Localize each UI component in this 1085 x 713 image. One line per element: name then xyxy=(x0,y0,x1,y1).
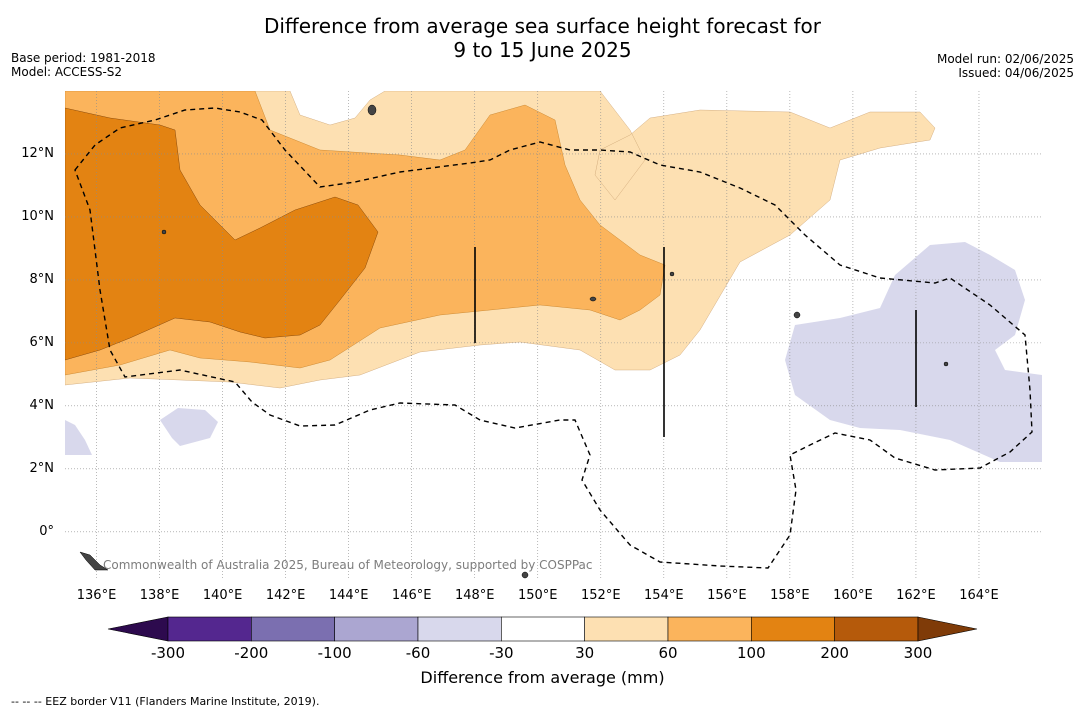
colorbar-swatch xyxy=(667,616,752,642)
x-tick-label: 140°E xyxy=(202,588,243,603)
x-tick-label: 138°E xyxy=(139,588,180,603)
x-tick-label: 136°E xyxy=(76,588,117,603)
colorbar-swatch xyxy=(417,616,502,642)
colorbar-tick-label: 30 xyxy=(575,644,595,662)
y-tick-label: 8°N xyxy=(29,271,55,287)
metadata-right: Model run: 02/06/2025 Issued: 04/06/2025 xyxy=(937,52,1074,80)
colorbar-swatch xyxy=(334,616,419,642)
x-tick-label: 160°E xyxy=(833,588,873,603)
map-area xyxy=(65,91,1042,579)
colorbar-tick-label: 200 xyxy=(820,644,849,662)
model-run: Model run: 02/06/2025 xyxy=(936,52,1074,66)
metadata-left: Base period: 1981-2018 Model: ACCESS-S2 xyxy=(11,51,156,79)
x-tick-label: 158°E xyxy=(770,588,810,603)
anomaly-neg-30-60-region-east xyxy=(785,242,1042,462)
x-tick-label: 152°E xyxy=(581,588,621,603)
x-tick-label: 150°E xyxy=(517,588,558,603)
x-tick-label: 164°E xyxy=(959,588,999,603)
colorbar-arrow-left xyxy=(107,616,169,642)
islands xyxy=(79,104,949,579)
x-tick-label: 148°E xyxy=(454,588,495,603)
x-tick-label: 146°E xyxy=(391,588,432,603)
colorbar-tick-label: -300 xyxy=(150,644,186,662)
y-tick-label: 10°N xyxy=(21,208,54,224)
colorbar-swatch xyxy=(751,616,835,642)
eez-border xyxy=(74,107,1033,569)
y-tick-label: 2°N xyxy=(29,460,55,476)
anomaly-neg-30-60-region-west xyxy=(65,420,92,455)
y-tick-label: 6°N xyxy=(29,334,55,350)
colorbar-label: Difference from average (mm) xyxy=(420,668,665,687)
colorbar-tick-label: -60 xyxy=(405,644,431,662)
colorbar-swatch xyxy=(584,616,669,642)
anomaly-neg-30-60-region-mid xyxy=(160,408,218,446)
colorbar xyxy=(107,616,978,642)
colorbar-swatch xyxy=(501,616,585,642)
y-tick-label: 0° xyxy=(39,523,54,539)
x-tick-label: 162°E xyxy=(896,588,936,603)
title-line-2: 9 to 15 June 2025 xyxy=(453,38,632,62)
y-tick-label: 4°N xyxy=(29,397,55,413)
colorbar-arrow-right xyxy=(917,616,978,642)
title-line-1: Difference from average sea surface heig… xyxy=(263,14,822,38)
eez-footnote: -- -- -- EEZ border V11 (Flanders Marine… xyxy=(11,695,320,708)
colorbar-tick-label: 300 xyxy=(903,644,933,662)
copyright-text: Commonwealth of Australia 2025, Bureau o… xyxy=(103,558,593,572)
colorbar-tick-label: 60 xyxy=(658,644,678,662)
x-tick-label: 156°E xyxy=(707,588,747,603)
colorbar-swatch xyxy=(251,616,335,642)
x-tick-label: 144°E xyxy=(328,588,369,603)
colorbar-swatch xyxy=(167,616,252,642)
colorbar-tick-label: -200 xyxy=(234,644,269,662)
eez-vertical-lines xyxy=(474,247,917,437)
y-tick-label: 12°N xyxy=(21,145,54,161)
colorbar-swatch xyxy=(834,616,919,642)
model-name: Model: ACCESS-S2 xyxy=(11,65,123,79)
x-tick-label: 142°E xyxy=(265,588,306,603)
issued-date: Issued: 04/06/2025 xyxy=(958,66,1074,80)
colorbar-tick-label: -100 xyxy=(317,644,352,662)
map-title: Difference from average sea surface heig… xyxy=(0,14,1085,62)
x-tick-label: 154°E xyxy=(644,588,684,603)
anomaly-100-200-region xyxy=(65,107,379,361)
colorbar-tick-label: -30 xyxy=(489,644,514,662)
colorbar-tick-label: 100 xyxy=(737,644,766,662)
base-period: Base period: 1981-2018 xyxy=(11,51,156,65)
